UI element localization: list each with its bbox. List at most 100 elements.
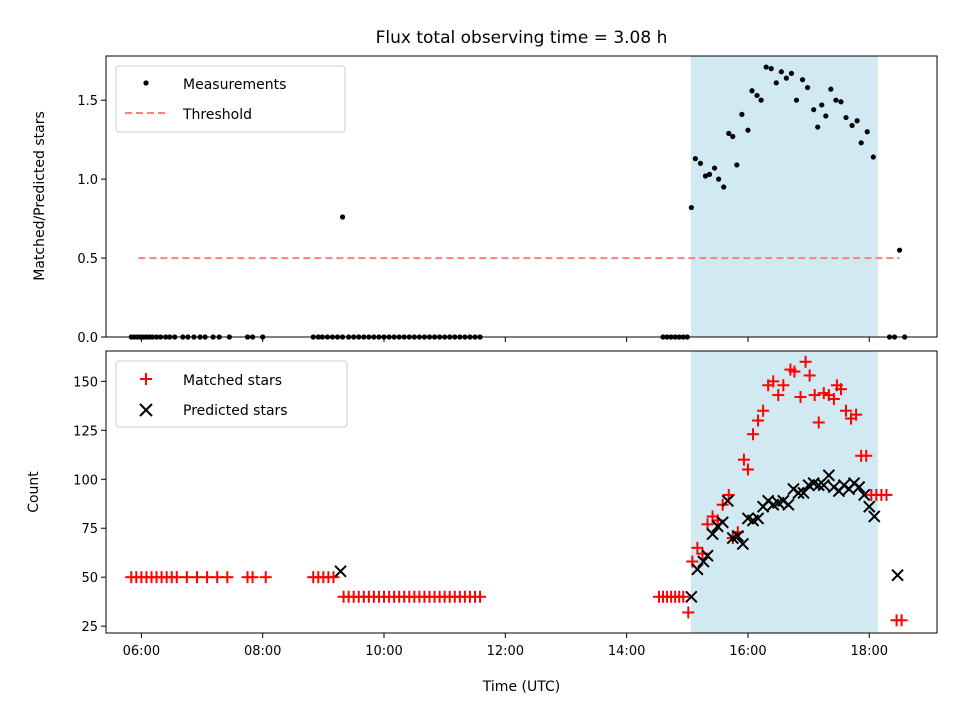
legend-measurements-label: Measurements [183,77,286,93]
top-legend: Measurements Threshold [115,65,346,133]
measurement-point [745,127,751,133]
matched-point [259,571,272,584]
measurement-point [870,154,876,160]
measurement-point [828,86,834,92]
matched-point [211,571,224,584]
legend-predicted-marker [139,403,153,417]
top-y-ticks: 0.0 0.5 1.0 1.5 [77,94,106,346]
measurement-point [849,122,855,129]
matched-point [677,590,690,603]
x-tick-label: 06:00 [123,644,160,659]
chart-title: Flux total observing time = 3.08 h [376,28,668,48]
predicted-point [751,512,765,525]
predicted-point [822,469,836,482]
matched-point [190,571,203,584]
measurement-point [768,66,774,72]
x-tick-label: 08:00 [244,644,281,659]
measurement-point [711,165,718,171]
top-panel: 0.0 0.5 1.0 1.5 Matched/Predicted stars Mea… [32,55,938,346]
matched-point [737,453,750,466]
matched-point [767,375,780,388]
measurement-point [811,107,817,113]
measurement-point [706,171,713,177]
bottom-points [125,355,908,627]
bottom-y-tick-label: 50 [81,571,98,586]
bottom-y-tick-label: 25 [81,620,98,635]
measurement-point [833,97,839,103]
measurement-point [843,114,849,121]
legend-matched-marker [140,373,152,385]
predicted-point [731,529,745,543]
measurement-point [730,133,736,140]
bottom-y-tick-label: 75 [81,522,98,537]
predicted-point [691,563,704,576]
legend-matched-label: Matched stars [183,373,282,389]
top-highlight-span [690,55,878,338]
matched-point [246,571,259,584]
measurement-point [864,129,870,135]
measurement-point [788,70,795,76]
matched-point [221,571,234,584]
matched-point [794,391,807,404]
predicted-point [858,488,871,502]
bottom-y-tick-label: 125 [73,424,98,439]
measurement-point [749,88,755,94]
bottom-y-ticks: 25 50 75 100 125 150 [73,375,106,635]
matched-point [747,428,760,441]
bottom-y-tick-label: 100 [73,473,98,488]
legend-predicted-label: Predicted stars [183,403,288,419]
measurement-point [702,173,709,179]
measurement-point [726,130,732,136]
x-tick-label: 14:00 [608,644,645,659]
measurement-point [819,102,825,108]
matched-point [860,449,873,462]
predicted-point [817,478,830,492]
measurement-point [858,140,864,146]
predicted-point [701,549,714,562]
measurement-point [758,97,764,103]
bottom-legend-box [115,360,348,428]
measurement-point [734,162,740,168]
matched-point [757,404,770,417]
top-x-ticks [140,337,870,342]
matched-point [850,408,863,421]
matched-point [327,571,340,584]
matched-point [777,379,790,392]
matched-point [741,463,754,476]
top-y-tick-label: 0.5 [77,252,98,267]
measurement-point [896,247,903,253]
measurement-point [697,160,704,166]
matched-point [827,392,840,405]
matched-point [201,571,214,584]
predicted-point [812,478,825,492]
predicted-point [736,537,750,551]
matched-point [170,571,183,584]
predicted-point [334,565,347,578]
measurement-point [739,111,745,118]
matched-point [840,404,853,417]
predicted-point [706,527,719,541]
top-y-axis-label: Matched/Predicted stars [32,111,48,281]
measurement-point [773,80,779,86]
matched-point [834,383,847,396]
measurement-point [716,176,722,182]
top-y-tick-label: 0.0 [77,331,98,346]
bottom-highlight-span [690,350,878,634]
bottom-legend: Matched stars Predicted stars [115,360,348,428]
legend-threshold-label: Threshold [182,107,252,123]
measurement-point [793,97,800,103]
top-legend-box [115,65,346,133]
measurement-point [783,75,789,81]
measurement-point [854,118,860,124]
bottom-y-axis-label: Count [26,471,42,513]
x-tick-label: 18:00 [851,644,888,659]
bottom-plot-frame [105,350,938,634]
predicted-point [792,486,805,500]
matched-point [817,387,830,400]
measurement-point [838,99,844,105]
bottom-x-ticks: 06:00 08:00 10:00 12:00 14:00 16:00 18:00 [123,633,888,659]
bottom-y-tick-label: 150 [73,375,98,390]
x-tick-label: 12:00 [487,644,524,659]
x-tick-label: 10:00 [365,644,402,659]
predicted-point [852,480,866,494]
